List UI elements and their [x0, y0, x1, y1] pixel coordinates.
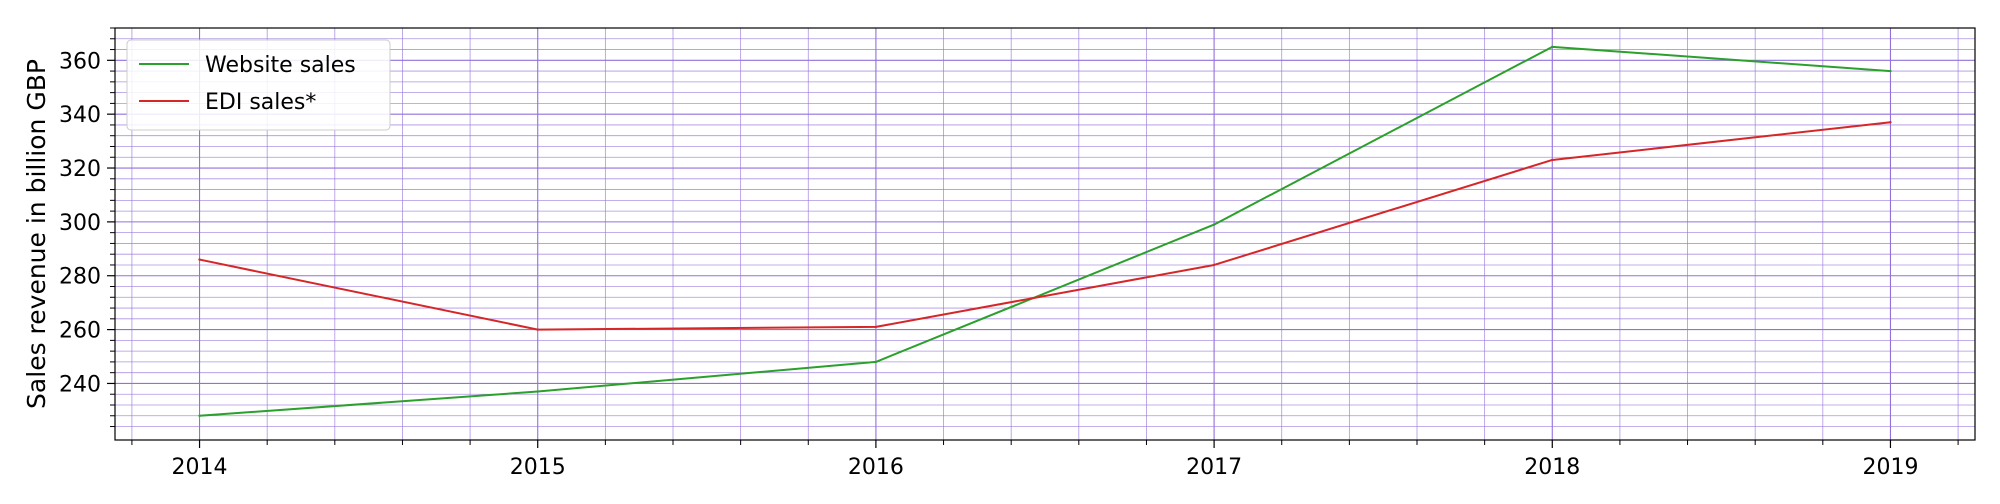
y-tick-label: 280: [59, 265, 101, 290]
data-point-edi-sales: [536, 328, 539, 331]
legend: Website sales EDI sales*: [126, 39, 391, 131]
data-point-edi-sales: [198, 258, 201, 261]
legend-box: [126, 39, 391, 131]
data-point-website-sales: [1551, 45, 1554, 49]
grid-layer: [115, 27, 1975, 440]
x-tick-label: 2016: [848, 455, 904, 480]
data-point-edi-sales: [1212, 263, 1216, 267]
y-tick-label: 260: [59, 319, 101, 344]
y-tick-label: 340: [59, 103, 101, 128]
y-tick-label: 360: [59, 49, 101, 74]
legend-label: Website sales: [205, 53, 356, 78]
series-line-website-sales: [199, 45, 1891, 417]
data-point-website-sales: [1212, 223, 1216, 226]
legend-label: EDI sales*: [205, 90, 316, 115]
data-point-edi-sales: [1889, 121, 1892, 124]
series-line-edi-sales: [199, 121, 1891, 331]
plot-frame: [114, 27, 1976, 441]
y-tick-label: 300: [59, 211, 101, 236]
data-point-edi-sales: [874, 325, 878, 329]
data-point-edi-sales: [1551, 158, 1554, 162]
x-tick-label: 2015: [510, 455, 566, 480]
x-tick-label: 2019: [1862, 455, 1918, 480]
x-tick-label: 2017: [1186, 455, 1242, 480]
data-point-website-sales: [1889, 69, 1892, 73]
y-tick-label: 240: [59, 372, 101, 397]
tick-layer: 2014 2015 2016 2017 2018 2019 240 260 280 300 320 3…: [59, 27, 1959, 480]
data-point-website-sales: [536, 390, 539, 393]
x-tick-label: 2014: [172, 455, 228, 480]
data-point-website-sales: [874, 360, 878, 364]
series-layer: [198, 45, 1892, 417]
data-point-website-sales: [198, 414, 201, 417]
y-axis-label: Sales revenue in billion GBP: [22, 59, 51, 409]
x-tick-label: 2018: [1524, 455, 1580, 480]
y-tick-label: 320: [59, 157, 101, 182]
